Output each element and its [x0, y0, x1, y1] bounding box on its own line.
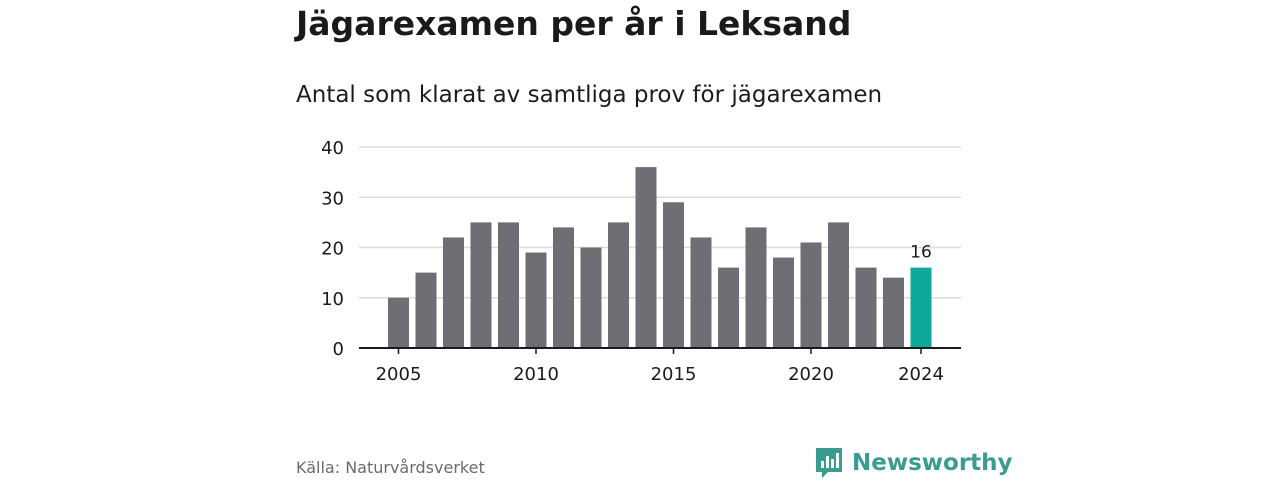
bar-2020	[800, 242, 822, 348]
y-tick-label-10: 10	[321, 289, 344, 310]
brand-name: Newsworthy	[852, 450, 1013, 476]
x-tick-label-2005: 2005	[376, 364, 422, 385]
bar-2010	[525, 252, 547, 348]
bar-2006	[415, 272, 437, 348]
data-label-2024: 16	[910, 243, 932, 263]
bar-2019	[773, 257, 794, 348]
bar-2011	[553, 227, 574, 348]
bar-2014	[635, 167, 657, 348]
brand-logo: Newsworthy	[814, 446, 1013, 480]
bar-2007	[443, 237, 464, 348]
source-note: Källa: Naturvårdsverket	[296, 458, 485, 477]
bar-2005	[388, 297, 409, 348]
y-tick-label-40: 40	[321, 138, 344, 159]
bar-2008	[470, 222, 492, 348]
bar-2021	[828, 222, 849, 348]
bar-2017	[718, 267, 739, 348]
x-tick-label-2024: 2024	[898, 364, 944, 385]
chart-subtitle: Antal som klarat av samtliga prov för jä…	[296, 82, 883, 108]
bar-2013	[608, 222, 629, 348]
y-tick-label-30: 30	[321, 188, 344, 209]
y-tick-label-20: 20	[321, 239, 344, 260]
x-tick-label-2015: 2015	[651, 364, 697, 385]
bar-2009	[498, 222, 519, 348]
bar-2024	[910, 267, 932, 348]
bar-chart-speech-bubble-icon	[816, 448, 842, 478]
y-tick-label-0: 0	[333, 339, 344, 360]
bar-2012	[580, 247, 602, 348]
bar-2023	[883, 277, 904, 348]
bar-2018	[745, 227, 767, 348]
bar-2022	[855, 267, 877, 348]
chart-title: Jägarexamen per år i Leksand	[296, 4, 852, 43]
bar-2015	[663, 202, 684, 348]
x-tick-label-2020: 2020	[788, 364, 834, 385]
bar-2016	[690, 237, 712, 348]
x-tick-label-2010: 2010	[513, 364, 559, 385]
